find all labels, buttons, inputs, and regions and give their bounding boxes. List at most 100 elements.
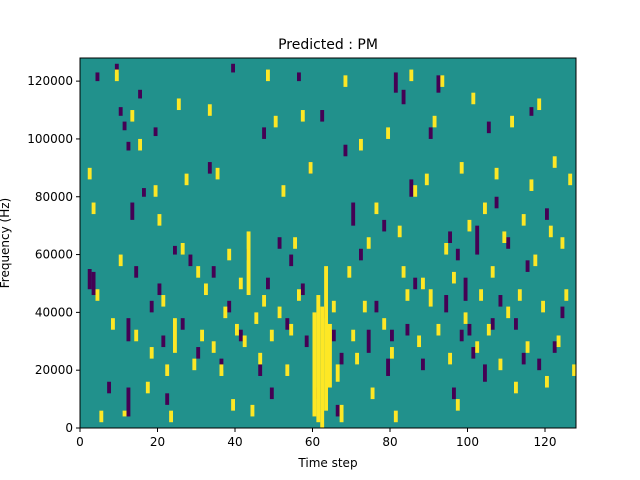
cell-high-45 — [281, 185, 286, 197]
cell-high-46 — [285, 364, 290, 376]
y-tick-label-3: 60000 — [35, 248, 73, 262]
cell-low-18 — [165, 393, 170, 405]
cell-high-37 — [250, 404, 255, 417]
y-tick-label-5: 100000 — [27, 132, 73, 146]
cell-low-77 — [506, 237, 511, 249]
cell-low-45 — [335, 404, 340, 417]
cell-high-47 — [289, 323, 294, 336]
cell-low-82 — [537, 358, 542, 371]
cell-high-91 — [467, 219, 472, 232]
cell-high-114 — [556, 335, 561, 348]
cell-high-26 — [207, 104, 212, 116]
cell-low-1 — [91, 271, 96, 296]
cell-low-70 — [471, 347, 476, 359]
cell-high-55 — [324, 266, 329, 411]
heatmap-cells — [87, 63, 577, 428]
cell-high-32 — [231, 399, 236, 411]
x-tick-label-2: 40 — [227, 435, 242, 449]
cell-high-92 — [471, 92, 476, 105]
x-tick-label-0: 0 — [76, 435, 84, 449]
y-axis: 0 20000 40000 60000 80000 100000 120000 — [27, 74, 80, 435]
cell-high-93 — [475, 341, 480, 353]
cell-high-1 — [91, 202, 96, 215]
cell-high-95 — [483, 202, 487, 215]
cell-high-35 — [242, 335, 247, 348]
cell-high-69 — [382, 318, 387, 330]
cell-high-8 — [130, 110, 135, 122]
cell-high-28 — [215, 167, 220, 180]
cell-high-66 — [366, 237, 371, 249]
cell-low-2 — [95, 72, 100, 82]
cell-low-80 — [525, 260, 530, 272]
cell-low-20 — [180, 318, 185, 330]
cell-high-71 — [390, 347, 394, 359]
cell-low-69 — [467, 323, 472, 336]
cell-high-52 — [312, 312, 317, 417]
cell-high-57 — [331, 300, 336, 313]
cell-low-57 — [405, 323, 410, 336]
cell-high-2 — [95, 289, 100, 301]
cell-low-72 — [483, 364, 487, 382]
cell-low-28 — [238, 329, 243, 342]
cell-low-83 — [545, 208, 549, 220]
cell-high-49 — [297, 289, 301, 301]
cell-low-19 — [173, 245, 177, 255]
cell-high-25 — [204, 283, 208, 296]
cell-high-38 — [254, 312, 259, 324]
cell-high-112 — [548, 225, 553, 238]
cell-low-36 — [289, 254, 294, 267]
cell-low-56 — [401, 89, 406, 105]
cell-high-80 — [424, 173, 429, 186]
cell-high-83 — [436, 323, 441, 336]
cell-high-34 — [238, 277, 243, 290]
cell-low-58 — [409, 179, 414, 197]
cell-low-12 — [138, 89, 143, 99]
cell-low-63 — [444, 295, 449, 313]
cell-low-23 — [207, 162, 212, 174]
cell-low-50 — [366, 329, 371, 353]
cell-high-89 — [459, 162, 464, 174]
cell-low-0 — [87, 269, 92, 290]
cell-high-102 — [510, 115, 515, 128]
cell-high-62 — [351, 329, 356, 342]
cell-low-49 — [359, 248, 363, 261]
cell-low-15 — [153, 127, 158, 137]
cell-high-105 — [521, 214, 526, 226]
cell-low-48 — [351, 202, 356, 226]
cell-high-97 — [490, 266, 495, 278]
cell-high-108 — [533, 254, 538, 267]
cell-low-35 — [285, 318, 290, 330]
x-tick-label-6: 120 — [534, 435, 557, 449]
cell-low-3 — [107, 381, 112, 394]
cell-high-15 — [161, 295, 166, 307]
cell-high-12 — [149, 347, 154, 359]
cell-high-63 — [355, 352, 360, 365]
x-tick-label-3: 60 — [305, 435, 320, 449]
cell-low-65 — [452, 387, 456, 400]
cell-high-104 — [517, 289, 522, 301]
cell-low-17 — [161, 335, 166, 348]
cell-low-24 — [211, 266, 216, 278]
cell-low-34 — [277, 237, 282, 249]
cell-high-0 — [87, 167, 92, 180]
chart-title: Predicted : PM — [278, 37, 378, 53]
cell-high-84 — [440, 75, 445, 87]
cell-high-10 — [138, 138, 143, 151]
cell-high-103 — [514, 381, 518, 394]
cell-low-30 — [258, 364, 263, 376]
cell-high-51 — [308, 162, 313, 174]
cell-high-17 — [169, 410, 174, 423]
cell-high-11 — [145, 381, 150, 394]
cell-low-79 — [521, 352, 526, 365]
cell-high-85 — [444, 243, 449, 255]
cell-high-20 — [180, 243, 185, 255]
cell-high-19 — [176, 98, 181, 111]
cell-low-8 — [126, 318, 131, 342]
x-axis-label: Time step — [297, 456, 357, 470]
cell-high-81 — [428, 289, 433, 307]
cell-low-84 — [552, 341, 557, 353]
cell-high-41 — [266, 69, 270, 82]
cell-low-21 — [188, 254, 193, 267]
cell-low-46 — [339, 352, 344, 365]
cell-low-31 — [262, 127, 267, 139]
